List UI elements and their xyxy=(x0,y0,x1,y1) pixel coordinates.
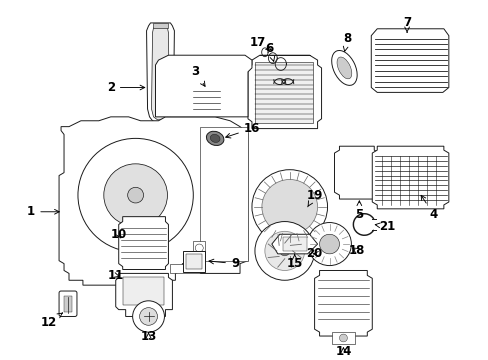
Text: 14: 14 xyxy=(335,345,351,358)
Text: 7: 7 xyxy=(402,17,410,32)
Polygon shape xyxy=(191,82,222,114)
Polygon shape xyxy=(59,117,247,285)
Text: 2: 2 xyxy=(106,81,144,94)
Polygon shape xyxy=(371,146,448,209)
Text: 16: 16 xyxy=(225,122,260,138)
Text: 4: 4 xyxy=(420,195,437,221)
Bar xyxy=(152,23,168,28)
Circle shape xyxy=(319,234,339,254)
Polygon shape xyxy=(271,234,317,254)
Circle shape xyxy=(254,221,314,280)
Polygon shape xyxy=(334,146,379,199)
Bar xyxy=(254,62,312,123)
Text: 20: 20 xyxy=(306,247,322,260)
Text: 3: 3 xyxy=(191,66,204,86)
Bar xyxy=(170,264,200,273)
Circle shape xyxy=(127,187,143,203)
Circle shape xyxy=(339,334,346,342)
Bar xyxy=(331,332,355,344)
Bar xyxy=(64,296,72,311)
Text: 5: 5 xyxy=(354,201,363,221)
Circle shape xyxy=(103,164,167,226)
Text: 19: 19 xyxy=(306,189,322,207)
Polygon shape xyxy=(314,270,371,336)
Polygon shape xyxy=(119,217,168,270)
Circle shape xyxy=(195,244,203,252)
Circle shape xyxy=(132,301,164,332)
Bar xyxy=(186,254,202,270)
Text: 15: 15 xyxy=(286,254,302,270)
Circle shape xyxy=(78,138,193,252)
Text: 6: 6 xyxy=(265,42,274,61)
Polygon shape xyxy=(155,55,251,117)
FancyBboxPatch shape xyxy=(59,291,77,316)
Circle shape xyxy=(264,231,304,270)
Text: 9: 9 xyxy=(208,257,239,270)
Text: 10: 10 xyxy=(110,228,126,241)
Bar xyxy=(122,277,164,305)
Circle shape xyxy=(251,170,327,244)
Ellipse shape xyxy=(210,134,220,143)
Text: 17: 17 xyxy=(249,36,271,50)
Polygon shape xyxy=(370,29,448,93)
Circle shape xyxy=(279,246,289,256)
Text: 8: 8 xyxy=(343,32,351,51)
Ellipse shape xyxy=(331,50,356,85)
Circle shape xyxy=(262,180,317,234)
Text: 13: 13 xyxy=(140,329,156,342)
Polygon shape xyxy=(146,23,174,124)
Polygon shape xyxy=(247,55,321,129)
Bar xyxy=(200,127,247,261)
Bar xyxy=(183,251,205,273)
Polygon shape xyxy=(116,273,172,316)
Polygon shape xyxy=(151,28,169,120)
Circle shape xyxy=(307,222,351,266)
Text: 11: 11 xyxy=(107,269,123,282)
Ellipse shape xyxy=(206,131,224,145)
Text: 21: 21 xyxy=(374,220,394,233)
Text: 18: 18 xyxy=(348,244,365,257)
Text: 1: 1 xyxy=(27,205,59,218)
Ellipse shape xyxy=(336,57,351,79)
Text: 12: 12 xyxy=(41,313,62,329)
Circle shape xyxy=(139,308,157,325)
Bar xyxy=(193,241,205,259)
Bar xyxy=(200,111,212,116)
Bar xyxy=(282,237,306,251)
